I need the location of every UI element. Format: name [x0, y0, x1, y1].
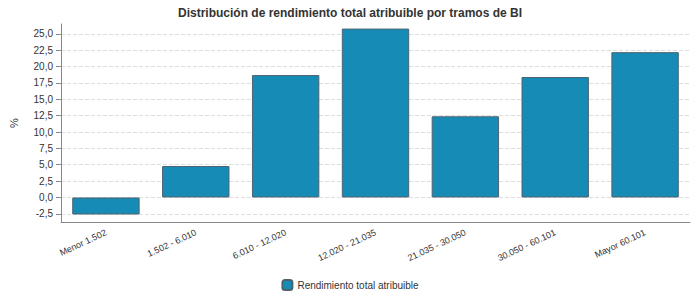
svg-text:10,0: 10,0	[34, 127, 54, 138]
svg-text:25,0: 25,0	[34, 28, 54, 39]
svg-text:5,0: 5,0	[39, 159, 53, 170]
svg-text:Mayor 60.101: Mayor 60.101	[593, 227, 647, 259]
svg-text:17,5: 17,5	[34, 77, 54, 88]
svg-text:6.010 - 12.020: 6.010 - 12.020	[231, 227, 288, 261]
svg-text:30.050 - 60.101: 30.050 - 60.101	[496, 227, 557, 263]
svg-text:7,5: 7,5	[39, 143, 53, 154]
svg-text:21.035 - 30.050: 21.035 - 30.050	[406, 227, 467, 263]
svg-text:22,5: 22,5	[34, 45, 54, 56]
svg-text:20,0: 20,0	[34, 61, 54, 72]
svg-text:12,5: 12,5	[34, 110, 54, 121]
svg-text:%: %	[8, 118, 20, 128]
svg-text:-2,5: -2,5	[36, 208, 54, 219]
svg-text:Distribución de rendimiento to: Distribución de rendimiento total atribu…	[178, 6, 522, 20]
svg-text:1.502 - 6.010: 1.502 - 6.010	[146, 227, 198, 258]
svg-text:12.020 - 21.035: 12.020 - 21.035	[316, 227, 377, 263]
svg-text:0,0: 0,0	[39, 192, 53, 203]
svg-text:2,5: 2,5	[39, 176, 53, 187]
svg-text:Rendimiento total atribuible: Rendimiento total atribuible	[297, 280, 419, 291]
svg-text:Menor 1.502: Menor 1.502	[58, 227, 108, 257]
svg-text:15,0: 15,0	[34, 94, 54, 105]
